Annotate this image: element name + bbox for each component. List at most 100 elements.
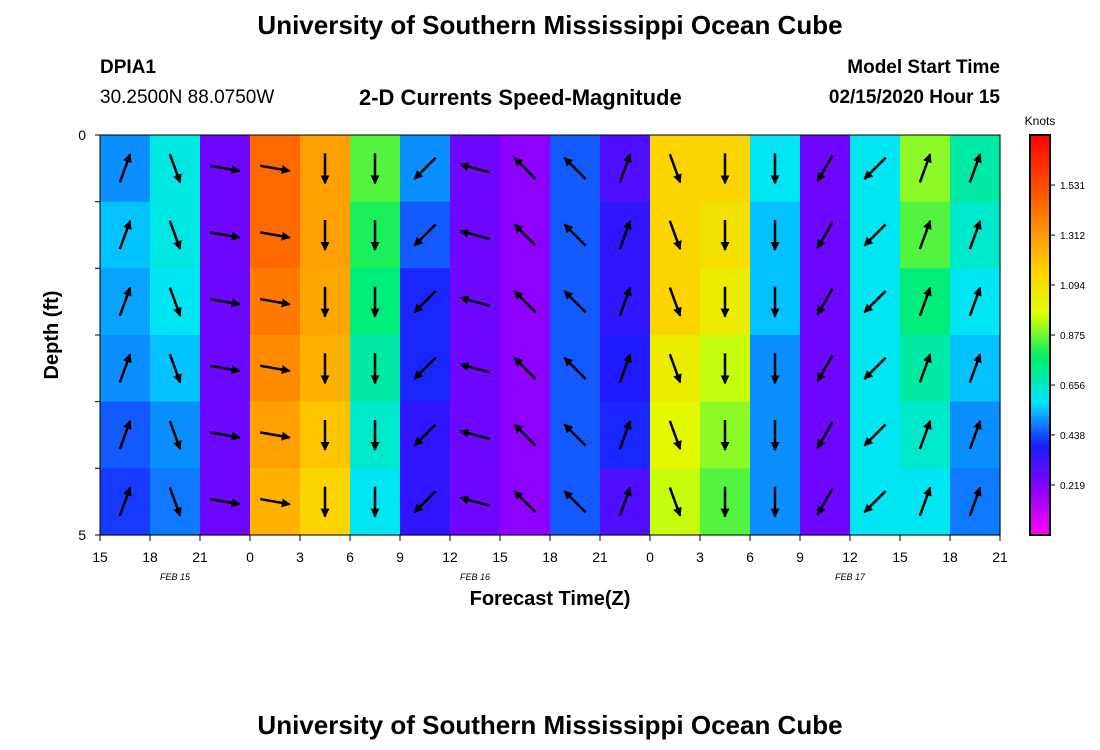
model-start-label: Model Start Time	[847, 57, 1000, 78]
date-label: FEB 16	[460, 572, 490, 582]
current-vector-arrow	[618, 419, 632, 450]
current-vector-arrow	[618, 286, 632, 317]
current-vector-arrow	[513, 156, 537, 180]
current-vector-arrow	[210, 164, 241, 174]
colorbar-tick-label: 0.438	[1060, 431, 1085, 442]
current-vector-arrow	[210, 297, 241, 308]
current-vector-arrow	[260, 164, 291, 174]
current-vector-arrow	[260, 297, 291, 308]
current-vector-arrow	[459, 228, 490, 241]
colorbar-unit-label: Knots	[1025, 114, 1056, 128]
station-coords: 30.2500N 88.0750W	[100, 87, 275, 108]
current-vector-arrow	[668, 220, 682, 251]
model-start-value: 02/15/2020 Hour 15	[828, 87, 1000, 108]
colorbar-tick-label: 0.875	[1060, 331, 1085, 342]
x-tick-label: 18	[542, 549, 558, 565]
current-vector-arrow	[618, 353, 632, 383]
current-vector-arrow	[968, 353, 982, 383]
current-vector-arrow	[118, 219, 132, 250]
x-tick-label: 15	[492, 549, 508, 565]
current-vector-arrow	[918, 153, 932, 183]
x-tick-label: 18	[942, 549, 958, 565]
current-vector-arrow	[863, 156, 887, 180]
current-vector-arrow	[863, 223, 887, 247]
current-vector-arrow	[168, 153, 182, 184]
current-vector-arrow	[816, 221, 834, 249]
current-vector-arrow	[563, 423, 587, 447]
x-tick-label: 3	[296, 549, 304, 565]
x-tick-label: 0	[246, 549, 254, 565]
current-vector-arrow	[459, 295, 490, 307]
y-axis: 05	[78, 127, 100, 543]
current-vector-arrow	[816, 154, 834, 183]
current-vector-arrow	[118, 286, 132, 317]
current-vector-arrow	[968, 486, 982, 517]
colorbar-tick-label: 0.219	[1060, 481, 1085, 492]
current-vector-arrow	[459, 362, 490, 374]
heatmap-cells	[100, 135, 1001, 536]
x-tick-label: 21	[192, 549, 208, 565]
current-vector-arrow	[668, 420, 682, 451]
current-vector-arrow	[563, 156, 587, 180]
x-tick-label: 0	[646, 549, 654, 565]
current-vector-arrow	[210, 431, 241, 441]
date-label: FEB 15	[160, 572, 191, 582]
current-vector-arrow	[210, 364, 241, 374]
top-title: University of Southern Mississippi Ocean…	[257, 10, 843, 40]
current-vector-arrow	[210, 231, 241, 241]
current-vector-arrow	[863, 290, 887, 314]
current-vector-arrow	[260, 231, 291, 241]
current-vector-arrow	[513, 223, 537, 247]
x-tick-label: 21	[592, 549, 608, 565]
current-vector-arrow	[618, 153, 632, 183]
current-vector-arrow	[118, 153, 132, 183]
current-vector-arrow	[413, 290, 437, 314]
current-vector-arrow	[668, 287, 682, 317]
current-vector-arrow	[563, 223, 587, 247]
current-vector-arrow	[863, 490, 887, 514]
bottom-title: University of Southern Mississippi Ocean…	[257, 710, 843, 740]
current-vector-arrow	[413, 490, 437, 514]
x-tick-label: 12	[442, 549, 458, 565]
current-vector-arrow	[513, 490, 537, 514]
current-vector-arrow	[816, 288, 834, 316]
x-axis-label: Forecast Time(Z)	[470, 588, 631, 610]
current-vector-arrow	[513, 290, 537, 314]
current-vector-arrow	[668, 153, 682, 184]
x-tick-label: 6	[346, 549, 354, 565]
colorbar-tick-label: 0.656	[1060, 381, 1085, 392]
current-vectors	[118, 153, 982, 518]
current-vector-arrow	[513, 423, 537, 447]
current-vector-arrow	[513, 356, 537, 380]
x-tick-label: 12	[842, 549, 858, 565]
current-vector-arrow	[668, 353, 682, 384]
current-vector-arrow	[563, 490, 587, 514]
current-vector-arrow	[260, 364, 291, 374]
current-vector-arrow	[563, 356, 587, 380]
current-vector-arrow	[260, 431, 291, 441]
current-vector-arrow	[168, 353, 182, 384]
current-vector-arrow	[918, 353, 932, 383]
colorbar-tick-label: 1.531	[1060, 181, 1085, 192]
current-vector-arrow	[968, 153, 982, 183]
current-vector-arrow	[816, 488, 834, 516]
current-vector-arrow	[260, 497, 291, 508]
current-vector-arrow	[413, 156, 437, 180]
current-vector-arrow	[168, 487, 182, 517]
x-tick-label: 3	[696, 549, 704, 565]
current-vector-arrow	[118, 419, 132, 450]
current-vector-arrow	[863, 423, 887, 447]
current-vector-arrow	[168, 287, 182, 317]
x-tick-label: 9	[396, 549, 404, 565]
colorbar-bar	[1029, 134, 1051, 536]
colorbar: Knots 1.531 1.312 1.094 0.875 0.656 0.438 0.219	[1025, 114, 1085, 536]
current-vector-arrow	[118, 486, 132, 517]
current-vector-arrow	[918, 419, 932, 450]
x-tick-label: 15	[92, 549, 108, 565]
current-vector-arrow	[918, 219, 932, 250]
x-tick-label: 9	[796, 549, 804, 565]
date-label: FEB 17	[835, 572, 866, 582]
current-vector-arrow	[816, 354, 834, 383]
